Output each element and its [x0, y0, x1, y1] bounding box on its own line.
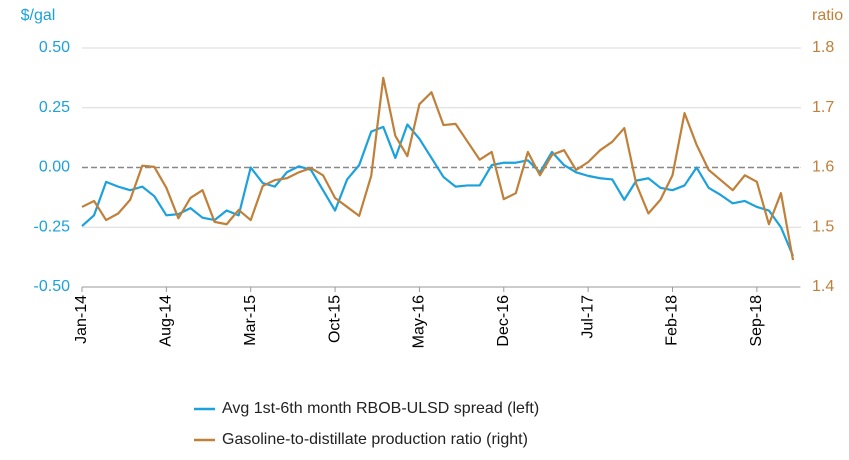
x-tick-label: Jan-14: [73, 295, 90, 344]
y-tick-label: -0.25: [34, 218, 71, 235]
y-tick-label: 0.50: [39, 39, 70, 56]
legend-label: Avg 1st-6th month RBOB-ULSD spread (left…: [222, 400, 539, 417]
y2-tick-label: 1.6: [812, 159, 834, 176]
x-tick-label: Dec-16: [495, 295, 512, 347]
legend-label: Gasoline-to-distillate production ratio …: [222, 431, 528, 448]
y2-tick-label: 1.7: [812, 99, 834, 116]
series-line: [81, 76, 795, 261]
x-tick-label: Feb-18: [664, 295, 681, 346]
y2-axis-title: ratio: [812, 7, 843, 24]
y-tick-label: 0.00: [39, 159, 70, 176]
y2-tick-label: 1.4: [812, 278, 834, 295]
x-tick-label: May-16: [411, 295, 428, 348]
x-tick-label: Aug-14: [158, 295, 175, 347]
y-tick-label: -0.50: [34, 278, 71, 295]
y2-tick-label: 1.8: [812, 39, 834, 56]
x-tick-label: Oct-15: [326, 295, 343, 343]
x-tick-label: Mar-15: [242, 295, 259, 346]
x-tick-label: Jul-17: [579, 295, 596, 339]
y-axis-title: $/gal: [21, 7, 56, 24]
x-tick-label: Sep-18: [748, 295, 765, 347]
y-tick-label: 0.25: [39, 99, 70, 116]
series-line: [81, 123, 795, 257]
y2-tick-label: 1.5: [812, 218, 834, 235]
